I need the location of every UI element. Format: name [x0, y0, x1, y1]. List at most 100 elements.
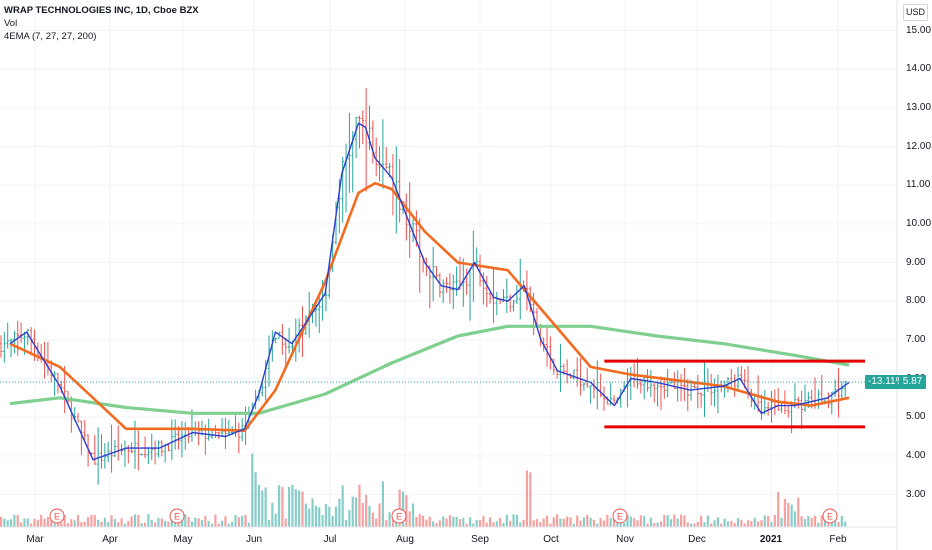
volume-bar	[499, 517, 502, 527]
volume-bar	[492, 522, 495, 527]
price-tick-label: 7.00	[906, 333, 926, 345]
volume-bar	[133, 514, 137, 527]
volume-bar	[556, 514, 559, 527]
price-tick-label: 3.00	[906, 488, 926, 500]
volume-bar	[576, 515, 579, 527]
volume-bar	[214, 514, 217, 527]
channel-lines	[0, 359, 897, 429]
volume-bar	[840, 516, 843, 527]
volume-bar	[669, 519, 673, 527]
volume-bar	[639, 515, 642, 527]
volume-bar	[408, 511, 411, 527]
ema-200-line	[9, 324, 850, 415]
volume-bar	[790, 504, 793, 527]
earnings-circle	[391, 508, 407, 524]
earnings-marker[interactable]: E	[391, 508, 407, 524]
volume-bar	[76, 514, 80, 527]
volume-bar	[690, 523, 693, 527]
volume-bar	[254, 472, 257, 527]
volume-bar	[710, 523, 713, 527]
volume-bar	[234, 514, 237, 527]
volume-bar	[505, 514, 508, 527]
volume-bar	[700, 515, 703, 527]
volume-bar	[566, 516, 569, 527]
volume-bar	[30, 523, 33, 527]
volume-bar	[324, 503, 328, 527]
volume-bar	[23, 518, 26, 527]
volume-bar	[398, 489, 401, 527]
volume-bar	[184, 514, 187, 527]
volume-bar	[800, 516, 803, 527]
volume-bar	[649, 517, 652, 527]
volume-bar	[143, 522, 147, 527]
volume-bar	[629, 516, 632, 527]
ema-indicator-label[interactable]: 4EMA (7, 27, 27, 200)	[4, 31, 97, 42]
ema-27-line	[9, 181, 850, 432]
volume-bar	[6, 520, 9, 527]
volume-bar	[452, 516, 455, 527]
volume-bar	[217, 523, 220, 527]
date-tick-label: Aug	[396, 534, 414, 545]
volume-bar	[140, 523, 143, 527]
earnings-marker[interactable]: E	[612, 508, 628, 524]
volume-bar	[231, 521, 234, 527]
volume-bar	[482, 515, 485, 527]
volume-bar	[311, 498, 314, 527]
volume-bar	[572, 523, 575, 527]
volume-bar	[288, 486, 291, 527]
volume-bar	[251, 453, 254, 527]
volume-bar	[264, 487, 267, 527]
volume-bar	[237, 517, 240, 527]
volume-bar	[281, 487, 284, 527]
volume-bar	[361, 502, 364, 527]
volume-bar	[736, 518, 740, 527]
volume-bar	[844, 521, 847, 527]
price-tick-label: 8.00	[906, 295, 926, 307]
price-tick-label: 9.00	[906, 256, 926, 268]
volume-bar	[204, 515, 207, 527]
volume-bar	[489, 517, 492, 527]
volume-bar	[298, 490, 301, 527]
volume-bar	[448, 515, 451, 527]
earnings-circle	[612, 508, 628, 524]
volume-bar	[358, 484, 361, 527]
volume-bar	[130, 516, 133, 527]
volume-bar	[485, 522, 488, 527]
currency-button[interactable]: USD	[903, 4, 928, 21]
volume-bar	[442, 516, 445, 527]
volume-bar	[197, 518, 200, 527]
volume-bar	[509, 520, 512, 527]
volume-bar	[56, 521, 60, 527]
volume-bar	[646, 523, 649, 527]
volume-bar	[793, 511, 797, 527]
earnings-marker[interactable]: E	[169, 508, 185, 524]
volume-bar	[716, 517, 719, 527]
volume-bar	[706, 515, 709, 527]
earnings-marker[interactable]: E	[822, 508, 838, 524]
symbol-title[interactable]: WRAP TECHNOLOGIES INC, 1D, Cboe BZX	[4, 5, 199, 16]
volume-bar	[247, 522, 250, 527]
volume-bar	[388, 512, 391, 527]
volume-bar	[103, 517, 106, 527]
volume-bar	[174, 520, 177, 527]
ema-lines	[9, 122, 850, 461]
volume-bar	[522, 519, 525, 527]
volume-bar	[341, 485, 344, 527]
volume-bar	[633, 518, 636, 527]
earnings-marker[interactable]: E	[49, 508, 65, 524]
volume-bar	[93, 515, 96, 527]
volume-bar	[207, 520, 210, 527]
volume-indicator-label[interactable]: Vol	[4, 18, 18, 29]
date-tick-label: Oct	[543, 534, 559, 545]
volume-bar	[703, 522, 706, 527]
volume-bar	[763, 515, 766, 527]
volume-bar	[432, 521, 435, 527]
volume-bar	[656, 522, 659, 527]
date-tick-label: Feb	[829, 534, 847, 545]
volume-bar	[120, 518, 123, 527]
volume-bar	[780, 517, 783, 527]
volume-bar	[267, 519, 271, 527]
earnings-circle	[822, 508, 838, 524]
volume-bar	[378, 503, 381, 527]
